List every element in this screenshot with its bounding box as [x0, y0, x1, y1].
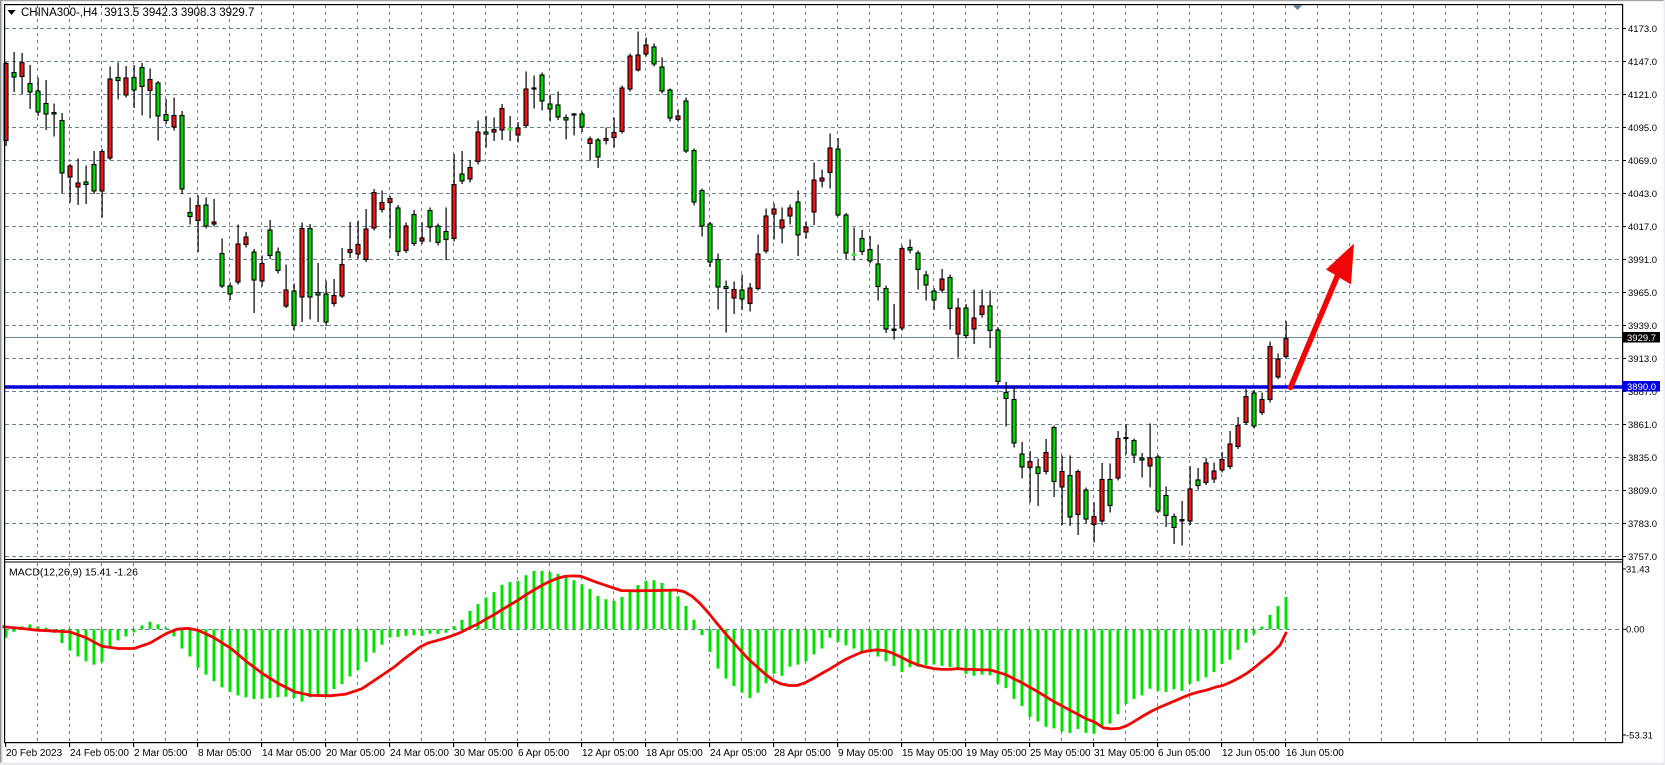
svg-text:3913.0: 3913.0 [1628, 354, 1657, 365]
svg-text:14 Mar 05:00: 14 Mar 05:00 [262, 748, 321, 759]
svg-text:4069.0: 4069.0 [1628, 156, 1657, 167]
svg-text:16 Jun 05:00: 16 Jun 05:00 [1286, 748, 1344, 759]
svg-text:9 May 05:00: 9 May 05:00 [838, 748, 893, 759]
svg-text:3861.0: 3861.0 [1628, 420, 1657, 431]
svg-text:28 Apr 05:00: 28 Apr 05:00 [774, 748, 831, 759]
svg-text:6 Apr 05:00: 6 Apr 05:00 [518, 748, 570, 759]
svg-text:3835.0: 3835.0 [1628, 453, 1657, 464]
svg-text:20 Mar 05:00: 20 Mar 05:00 [326, 748, 385, 759]
svg-text:12 Apr 05:00: 12 Apr 05:00 [582, 748, 639, 759]
svg-text:4043.0: 4043.0 [1628, 189, 1657, 200]
svg-text:25 May 05:00: 25 May 05:00 [1030, 748, 1091, 759]
svg-text:31.43: 31.43 [1626, 564, 1650, 575]
svg-text:3890.0: 3890.0 [1627, 382, 1656, 393]
svg-text:3809.0: 3809.0 [1628, 486, 1657, 497]
svg-text:24 Apr 05:00: 24 Apr 05:00 [710, 748, 767, 759]
svg-text:12 Jun 05:00: 12 Jun 05:00 [1222, 748, 1280, 759]
svg-text:2 Mar 05:00: 2 Mar 05:00 [134, 748, 188, 759]
svg-text:3757.0: 3757.0 [1628, 552, 1657, 563]
svg-text:0.00: 0.00 [1626, 625, 1645, 636]
svg-text:31 May 05:00: 31 May 05:00 [1094, 748, 1155, 759]
svg-text:3887.0: 3887.0 [1628, 387, 1657, 398]
svg-text:19 May 05:00: 19 May 05:00 [966, 748, 1027, 759]
svg-text:15 May 05:00: 15 May 05:00 [902, 748, 963, 759]
svg-text:3783.0: 3783.0 [1628, 519, 1657, 530]
svg-text:8 Mar 05:00: 8 Mar 05:00 [198, 748, 252, 759]
svg-text:-53.31: -53.31 [1626, 730, 1653, 741]
svg-text:3929.7: 3929.7 [1627, 333, 1656, 344]
svg-text:24 Mar 05:00: 24 Mar 05:00 [390, 748, 449, 759]
svg-text:30 Mar 05:00: 30 Mar 05:00 [454, 748, 513, 759]
svg-text:4121.0: 4121.0 [1628, 90, 1657, 101]
svg-text:3939.0: 3939.0 [1628, 321, 1657, 332]
svg-text:4147.0: 4147.0 [1628, 57, 1657, 68]
svg-text:CHINA300-,H4 3913.5 3942.3 39: CHINA300-,H4 3913.5 3942.3 3908.3 3929.7 [21, 7, 254, 19]
svg-text:18 Apr 05:00: 18 Apr 05:00 [646, 748, 703, 759]
svg-text:3965.0: 3965.0 [1628, 288, 1657, 299]
svg-text:4173.0: 4173.0 [1628, 24, 1657, 35]
svg-text:3991.0: 3991.0 [1628, 255, 1657, 266]
svg-text:24 Feb 05:00: 24 Feb 05:00 [70, 748, 129, 759]
svg-text:4095.0: 4095.0 [1628, 123, 1657, 134]
svg-text:6 Jun 05:00: 6 Jun 05:00 [1158, 748, 1211, 759]
svg-text:MACD(12,26,9) 15.41 -1.26: MACD(12,26,9) 15.41 -1.26 [9, 567, 138, 579]
svg-text:4017.0: 4017.0 [1628, 222, 1657, 233]
svg-text:20 Feb 2023: 20 Feb 2023 [6, 748, 63, 759]
